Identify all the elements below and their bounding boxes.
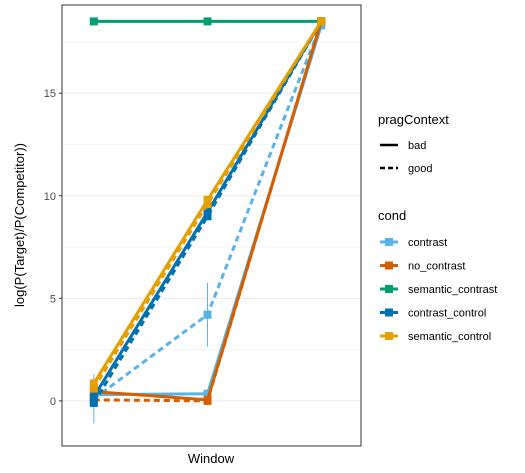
- data-point-contrast: [203, 389, 212, 398]
- legend-key-point-no_contrast: [385, 261, 393, 270]
- series-line-contrast_control-good: [92, 20, 323, 404]
- data-point-contrast_control: [89, 398, 98, 407]
- legend-title-pragcontext: pragContext: [378, 112, 449, 127]
- legend-label-bad: bad: [408, 140, 426, 152]
- legend-key-point-semantic_contrast: [385, 285, 393, 293]
- data-point-semantic_control: [89, 384, 98, 393]
- data-point-semantic_contrast: [89, 17, 98, 26]
- y-axis: 0 5 10 15: [44, 88, 62, 408]
- y-axis-title: log(P(Target)/P(Competitor)): [12, 143, 27, 307]
- grid-lines: [62, 41, 361, 402]
- y-tick-label: 5: [50, 293, 56, 305]
- legend-title-cond: cond: [378, 208, 406, 223]
- legend-label-semantic_control: semantic_control: [408, 331, 491, 343]
- data-point-semantic_control: [317, 17, 326, 26]
- legend-key-point-semantic_control: [385, 332, 393, 340]
- legend-linetype: pragContext bad good: [378, 112, 449, 175]
- y-tick-label: 0: [50, 396, 56, 408]
- data-point-semantic_control: [203, 195, 212, 204]
- data-point-contrast_control: [89, 392, 98, 401]
- legend-key-point-contrast_control: [385, 308, 393, 317]
- plot-panel-border: [61, 4, 362, 447]
- legend-key-point-contrast: [385, 238, 393, 246]
- data-point-contrast_control: [203, 212, 212, 221]
- legend-label-contrast_control: contrast_control: [408, 308, 486, 320]
- series-lines: [89, 17, 326, 424]
- legend-color: cond contrast no_contrast semantic_contras…: [378, 208, 497, 343]
- data-point-contrast_control: [203, 208, 212, 217]
- series-line-semantic_control-good: [92, 20, 323, 390]
- y-tick-label: 15: [44, 88, 56, 100]
- legend-label-good: good: [408, 163, 432, 175]
- legend-label-no_contrast: no_contrast: [408, 261, 465, 273]
- data-point-semantic_control: [89, 379, 98, 388]
- legend-label-semantic_contrast: semantic_contrast: [408, 284, 497, 296]
- data-point-semantic_control: [203, 199, 212, 208]
- legend-label-contrast: contrast: [408, 237, 447, 249]
- y-tick-label: 10: [44, 191, 56, 203]
- x-axis-title: Window: [188, 451, 235, 466]
- data-point-no_contrast: [203, 396, 212, 405]
- data-point-semantic_contrast: [203, 17, 212, 26]
- data-point-contrast: [203, 310, 212, 319]
